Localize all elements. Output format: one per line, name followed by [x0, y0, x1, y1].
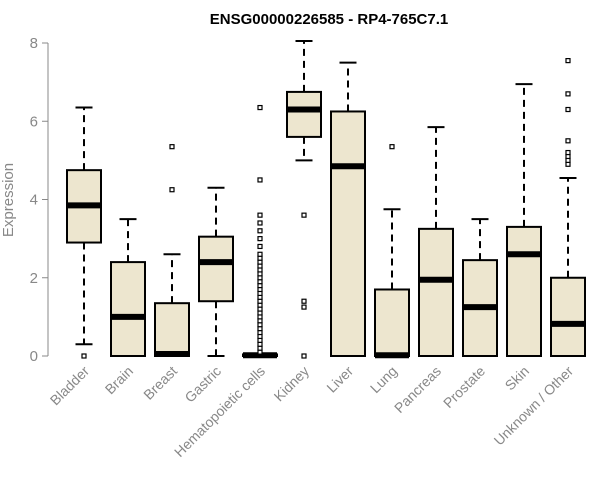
box-iqr: [418, 227, 454, 357]
outlier-point: [565, 149, 571, 156]
boxes: [66, 40, 586, 359]
box-iqr: [154, 302, 190, 357]
box-group: [66, 106, 102, 359]
outlier-point: [257, 236, 263, 242]
box-group: [330, 61, 366, 357]
box-group: [506, 83, 542, 357]
outlier-point: [257, 243, 263, 250]
chart-title: ENSG00000226585 - RP4-765C7.1: [210, 11, 449, 28]
outlier-point: [565, 91, 571, 97]
outlier-point: [257, 228, 263, 234]
outlier-point: [301, 353, 307, 359]
outlier-point: [565, 106, 571, 113]
outlier-point: [257, 251, 263, 257]
x-category-label: Prostate: [440, 363, 488, 411]
x-category-label: Bladder: [47, 363, 93, 409]
outlier-point: [257, 220, 263, 226]
box-group: [154, 144, 190, 358]
box-group: [198, 186, 234, 357]
box-iqr: [110, 261, 146, 358]
outlier-point: [565, 138, 571, 144]
box-group: [110, 218, 146, 358]
outlier-point: [301, 304, 307, 310]
x-category-label: Kidney: [271, 363, 313, 405]
outlier-point: [257, 177, 263, 183]
box-iqr: [286, 90, 322, 138]
y-tick-label: 0: [30, 348, 38, 365]
x-category-label: Brain: [102, 363, 136, 397]
x-category-label: Breast: [140, 363, 180, 403]
outlier-point: [257, 104, 263, 111]
y-tick-label: 4: [30, 192, 38, 209]
x-category-label: Liver: [323, 363, 356, 396]
box-iqr: [374, 288, 410, 357]
box-group: [286, 40, 322, 359]
box-iqr: [506, 225, 542, 357]
outlier-point: [389, 144, 395, 150]
outlier-point: [301, 212, 307, 218]
outlier-point: [169, 144, 175, 150]
y-axis-label: Expression: [0, 163, 17, 237]
y-tick-label: 6: [30, 113, 38, 130]
box-group: [374, 144, 410, 359]
box-iqr: [330, 110, 366, 357]
x-category-label: Lung: [367, 363, 400, 396]
y-axis: 0 2 4 6 8: [30, 35, 49, 365]
outlier-point: [169, 187, 175, 193]
outlier-point: [301, 298, 307, 304]
box-iqr: [198, 235, 234, 303]
x-category-label: Skin: [502, 363, 533, 394]
box-iqr: [550, 276, 586, 357]
y-tick-label: 2: [30, 270, 38, 287]
outlier-point: [257, 212, 263, 218]
x-category-label: Gastric: [181, 363, 224, 406]
box-group: [462, 218, 498, 357]
x-category-label: Pancreas: [391, 363, 444, 416]
x-category-label: Unknown / Other: [491, 363, 577, 449]
box-group: [550, 58, 586, 357]
y-tick-label: 8: [30, 35, 38, 52]
outlier-point: [565, 58, 571, 64]
box-group: [242, 104, 278, 359]
box-group: [418, 126, 454, 357]
outlier-point: [81, 353, 87, 359]
